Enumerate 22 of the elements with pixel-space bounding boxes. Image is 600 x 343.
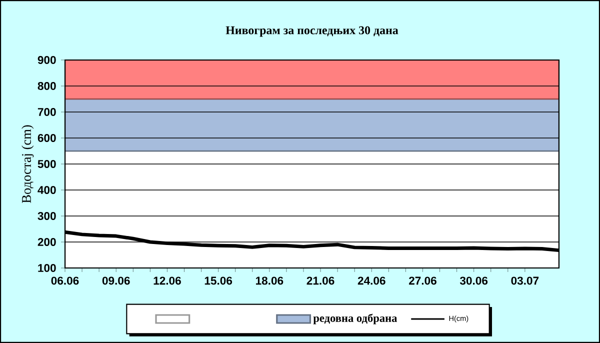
- legend-label: редовна одбрана: [313, 314, 398, 324]
- y-tick-label: 800: [38, 82, 56, 90]
- y-tick-label: 900: [38, 56, 56, 64]
- x-tick-label: 21.06: [306, 276, 334, 285]
- y-tick-label: 500: [38, 160, 56, 168]
- x-tick-label: 06.06: [51, 276, 79, 285]
- x-tick-label: 09.06: [102, 276, 130, 285]
- x-tick-label: 24.06: [358, 276, 386, 285]
- y-tick-label: 200: [38, 238, 56, 246]
- x-tick-label: 30.06: [460, 276, 488, 285]
- y-tick-label: 100: [38, 264, 56, 272]
- x-tick-label: 15.06: [204, 276, 232, 285]
- y-tick-label: 400: [38, 186, 56, 194]
- y-tick-label: 600: [38, 134, 56, 142]
- x-tick-label: 03.07: [511, 276, 539, 285]
- chart-title: Нивограм за последњих 30 дана: [226, 26, 398, 37]
- x-tick-label: 12.06: [154, 276, 181, 285]
- y-axis-title: Водостај (cm): [22, 125, 34, 203]
- x-tick-label: 18.06: [256, 276, 284, 285]
- x-tick-label: 27.06: [408, 276, 436, 285]
- y-tick-label: 300: [38, 212, 56, 220]
- y-tick-label: 700: [38, 108, 56, 116]
